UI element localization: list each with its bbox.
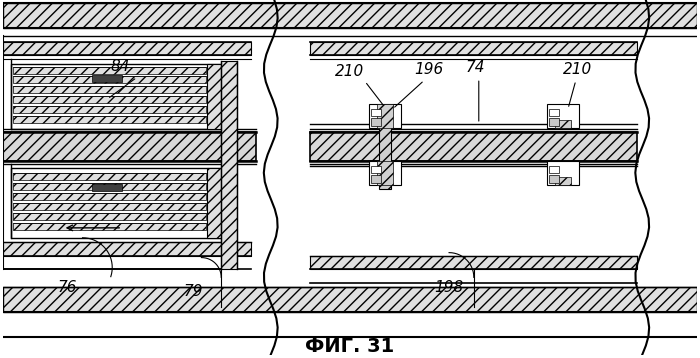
Text: ФИГ. 31: ФИГ. 31 [305,337,395,356]
Text: 198: 198 [434,280,463,295]
Bar [92,75,122,82]
Text: 196: 196 [414,62,444,77]
Bar [4,42,251,55]
Bar [369,161,400,185]
Text: 76: 76 [58,280,77,295]
Bar [547,104,579,128]
Bar [310,256,637,270]
Bar [11,168,228,238]
Bar [549,166,559,173]
Bar [13,203,206,210]
Bar [371,118,381,126]
Text: 210: 210 [335,64,365,79]
Bar [13,96,206,103]
Bar [4,132,256,161]
Bar [13,173,206,180]
Bar [310,42,637,55]
Bar [221,62,237,270]
Bar [13,193,206,200]
Bar [92,184,122,191]
Bar [379,110,391,189]
Bar [4,287,696,312]
Text: 79: 79 [183,284,203,299]
Bar [547,161,579,185]
Bar [13,116,206,123]
Text: 84: 84 [111,59,130,74]
Bar [13,183,206,190]
Bar [371,166,381,173]
Text: 210: 210 [563,62,592,77]
Bar [377,104,393,128]
Bar [549,118,559,126]
Text: 74: 74 [466,60,485,75]
Bar [13,67,206,74]
Bar [555,120,571,128]
Bar [377,161,393,185]
Bar [207,168,221,238]
Bar [13,106,206,113]
Bar [13,223,206,230]
Bar [4,242,251,256]
Bar [555,177,571,185]
Bar [11,64,228,129]
Bar [371,109,381,116]
Bar [207,64,221,129]
Bar [549,109,559,116]
Bar [13,213,206,220]
Bar [549,175,559,183]
Bar [310,132,637,161]
Bar [369,104,400,128]
Bar [4,3,696,28]
Bar [371,175,381,183]
Bar [13,86,206,93]
Bar [13,76,206,83]
